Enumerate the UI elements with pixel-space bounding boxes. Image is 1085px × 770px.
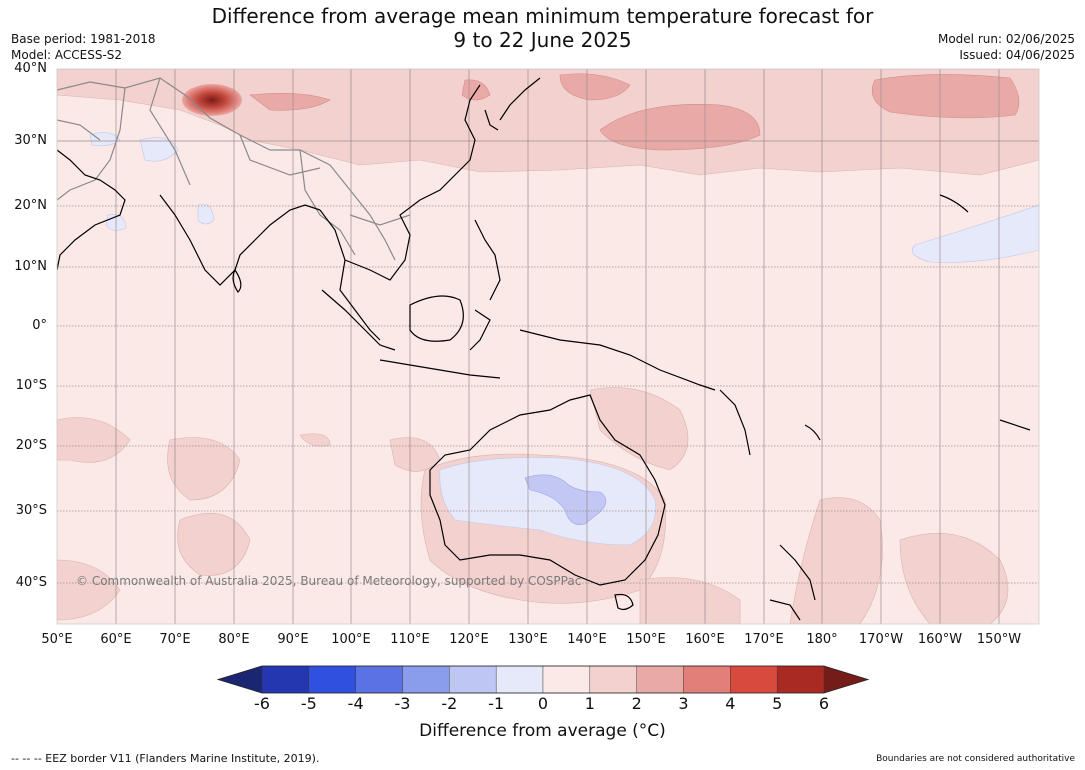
colorbar-segment <box>308 665 356 694</box>
lon-label-160w: 160°W <box>917 632 963 647</box>
colorbar-extend-high <box>824 666 868 693</box>
lat-label-0: 0° <box>32 318 47 333</box>
coastlines <box>57 77 1031 621</box>
colorbar-segment <box>402 665 450 694</box>
lon-label-70e: 70°E <box>159 632 191 647</box>
colorbar-segment <box>589 665 637 694</box>
model-name: Model: ACCESS-S2 <box>11 48 123 62</box>
colorbar-segments <box>216 665 870 694</box>
colorbar-tick-label: 3 <box>678 694 689 713</box>
colorbar-tick-label: 2 <box>631 694 642 713</box>
colorbar-tick-label: 4 <box>725 694 736 713</box>
lon-label-100e: 100°E <box>331 632 371 647</box>
graticule-lines <box>57 69 1039 624</box>
lon-label-180: 180° <box>806 632 838 647</box>
base-period: Base period: 1981-2018 <box>11 32 156 46</box>
title-line-2: 9 to 22 June 2025 <box>453 28 632 52</box>
cool-region-1-2 <box>524 474 607 525</box>
title-line-1: Difference from average mean minimum tem… <box>211 4 874 28</box>
lon-label-90e: 90°E <box>277 632 309 647</box>
lat-label-30s: 30°S <box>15 503 47 518</box>
lon-label-120e: 120°E <box>449 632 489 647</box>
colorbar-tick-label: 5 <box>772 694 783 713</box>
warm-region-2-3 <box>249 73 1020 151</box>
country-borders <box>57 77 411 261</box>
colorbar-segment <box>495 665 544 694</box>
lon-label-140e: 140°E <box>567 632 607 647</box>
issued-date: Issued: 04/06/2025 <box>959 48 1075 62</box>
colorbar-segment <box>636 665 684 694</box>
boundaries-disclaimer: Boundaries are not considered authoritat… <box>876 754 1075 764</box>
map-title: Difference from average mean minimum tem… <box>0 4 1085 52</box>
colorbar-segment <box>355 665 403 694</box>
colorbar-segment <box>776 665 825 694</box>
lon-label-80e: 80°E <box>218 632 250 647</box>
lat-label-40s: 40°S <box>15 575 47 590</box>
colorbar-outline <box>216 665 870 694</box>
colorbar-segment <box>261 665 310 694</box>
lat-label-20n: 20°N <box>14 198 47 213</box>
colorbar-tick-label: -6 <box>254 694 270 713</box>
colorbar-tick-label: -5 <box>300 694 317 713</box>
run-info: Model run: 02/06/2025 Issued: 04/06/2025 <box>938 31 1075 63</box>
colorbar-segment <box>542 665 591 694</box>
lon-label-110e: 110°E <box>390 632 430 647</box>
colorbar-label: Difference from average (°C) <box>419 721 666 741</box>
eez-border-note: -- -- -- EEZ border V11 (Flanders Marine… <box>11 752 320 765</box>
colorbar-tick-label: 6 <box>818 694 830 713</box>
colorbar-segment <box>730 665 778 694</box>
lon-label-170w: 170°W <box>858 632 904 647</box>
lat-label-10s: 10°S <box>15 378 47 393</box>
model-run: Model run: 02/06/2025 <box>937 32 1075 46</box>
colorbar-segment <box>449 665 497 694</box>
colorbar-tick-label: 1 <box>584 694 595 713</box>
colorbar-segment <box>683 665 731 694</box>
cool-region-0-1 <box>89 132 1039 546</box>
lat-label-20s: 20°S <box>15 438 47 453</box>
lat-label-10n: 10°N <box>14 259 47 274</box>
lat-label-30n: 30°N <box>14 133 47 148</box>
lon-label-130e: 130°E <box>508 632 548 647</box>
lat-label-40n: 40°N <box>14 61 47 76</box>
lon-label-170e: 170°E <box>744 632 784 647</box>
lon-label-150e: 150°E <box>626 632 666 647</box>
colorbar-tick-label: 0 <box>537 694 549 713</box>
model-info: Base period: 1981-2018 Model: ACCESS-S2 <box>11 31 156 63</box>
colorbar-tick-label: -2 <box>441 694 458 713</box>
copyright-notice: © Commonwealth of Australia 2025, Bureau… <box>76 574 582 588</box>
colorbar-tick-label: -3 <box>394 694 411 713</box>
lon-label-150w: 150°W <box>976 632 1022 647</box>
lon-label-160e: 160°E <box>685 632 725 647</box>
colorbar-tick-label: -1 <box>488 694 505 713</box>
colorbar-extend-low <box>218 666 262 693</box>
hotspot-region <box>182 84 242 116</box>
lon-label-50e: 50°E <box>41 632 73 647</box>
colorbar-tick-label: -4 <box>347 694 364 713</box>
lon-label-60e: 60°E <box>100 632 132 647</box>
